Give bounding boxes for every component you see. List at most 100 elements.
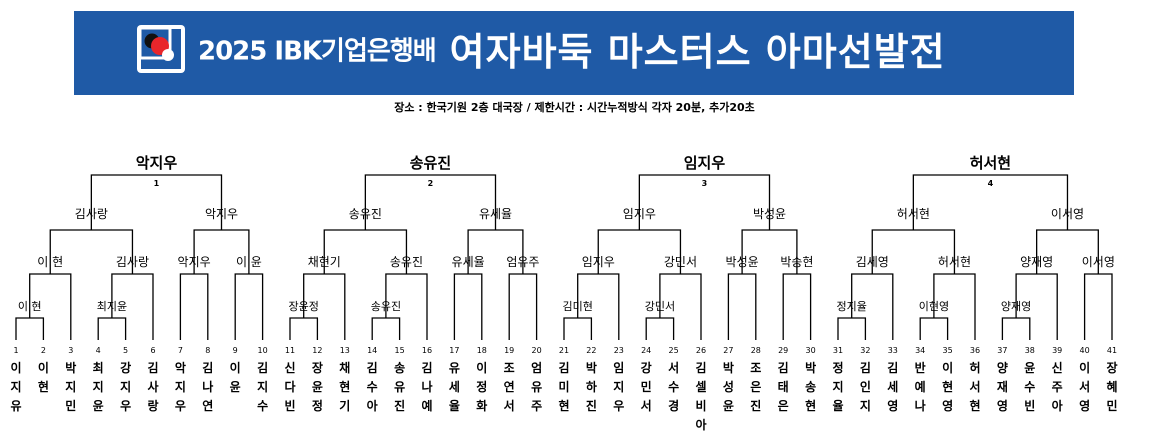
player-name-char: 정: [832, 360, 843, 375]
player-name-char: 영: [942, 398, 953, 413]
player-name-char: 박: [65, 360, 76, 375]
player-name-char: 성: [723, 380, 734, 394]
round2-bracket: [508, 273, 538, 340]
round1-bracket: [919, 317, 949, 340]
round2-bracket: [727, 273, 757, 340]
player-name-char: 현: [339, 379, 350, 394]
player-name-char: 진: [586, 398, 597, 413]
round1-bracket: [645, 317, 675, 340]
player-name-char: 민: [641, 379, 652, 394]
player-name-char: 아: [367, 398, 378, 413]
player-name-char: 아: [1052, 398, 1063, 413]
player-name-char: 지: [93, 379, 104, 394]
player-name-char: 나: [421, 379, 432, 394]
player-name-char: 지: [10, 379, 21, 394]
player-name-char: 빈: [1024, 398, 1035, 413]
player-name-char: 주: [531, 399, 542, 413]
player-name-char: 수: [1024, 380, 1035, 394]
player-name-char: 셀: [695, 379, 706, 394]
player-name-char: 기: [339, 398, 350, 413]
seed-number: 2: [41, 346, 46, 355]
seed-number: 11: [285, 346, 295, 355]
player-name-char: 김: [778, 360, 789, 375]
banner-main-title: 여자바둑 마스터스 아마선발전: [449, 29, 946, 74]
player-name-char: 윤: [312, 379, 323, 394]
player-name-char: 하: [586, 379, 597, 394]
player-name-char: 조: [750, 361, 761, 375]
player-name-char: 영: [887, 398, 898, 413]
player-name-char: 영: [1079, 398, 1090, 413]
group-final-bracket: [364, 174, 497, 230]
seed-number: 3: [68, 346, 73, 355]
seed-number: 13: [340, 346, 350, 355]
event-info: 장소 : 한국기원 2층 대국장 / 제한시간 : 시간누적방식 각자 20분,…: [394, 101, 755, 114]
player-name-char: 김: [860, 360, 871, 375]
player-name-char: 유: [449, 361, 460, 375]
player-name-char: 허: [969, 360, 980, 375]
player-name-char: 주: [1052, 380, 1063, 394]
player-name-char: 서: [1079, 379, 1090, 394]
player-name-char: 서: [969, 379, 980, 394]
player-name-char: 현: [38, 379, 49, 394]
round2-bracket: [1083, 273, 1113, 340]
player-name-char: 세: [887, 379, 898, 394]
player-name-char: 악: [175, 361, 186, 375]
player-name-char: 지: [175, 379, 186, 394]
seed-number: 21: [559, 346, 569, 355]
seed-number: 27: [723, 346, 733, 355]
player-name-char: 민: [65, 398, 76, 413]
round1-bracket: [97, 317, 127, 340]
group-qualifier: 허서현: [970, 154, 1011, 172]
player-name-char: 현: [558, 398, 569, 413]
ibk-logo-icon: [137, 25, 185, 73]
player-name-char: 정: [312, 398, 323, 413]
banner-sponsor: 2025 IBK기업은행배: [198, 36, 437, 67]
player-name-char: 연: [202, 398, 213, 413]
player-name-char: 은: [778, 399, 789, 413]
seed-number: 34: [915, 346, 925, 355]
player-name-char: 혜: [1106, 379, 1117, 394]
seed-number: 4: [96, 346, 101, 355]
player-name-char: 서: [641, 398, 652, 413]
round2-bracket: [782, 273, 812, 340]
player-name-char: 강: [120, 361, 131, 375]
player-name-char: 김: [558, 360, 569, 375]
player-name-char: 사: [147, 379, 158, 394]
player-name-char: 우: [120, 399, 131, 413]
seed-number: 28: [751, 346, 761, 355]
round1-bracket: [837, 317, 867, 340]
player-name-char: 최: [93, 360, 104, 375]
player-name-char: 이: [230, 360, 241, 375]
seed-number: 36: [970, 346, 980, 355]
player-name-char: 조: [504, 361, 515, 375]
player-name-char: 유: [531, 380, 542, 394]
seed-number: 7: [178, 346, 183, 355]
round2-bracket: [179, 273, 209, 340]
player-name-char: 김: [367, 360, 378, 375]
seed-number: 33: [888, 346, 898, 355]
player-name-char: 영: [997, 398, 1008, 413]
seed-number: 18: [477, 346, 487, 355]
player-name-char: 수: [257, 399, 268, 413]
round2-bracket: [234, 273, 264, 340]
player-name-char: 현: [805, 398, 816, 413]
seed-number: 8: [205, 346, 210, 355]
seed-number: 38: [1025, 346, 1035, 355]
player-name-char: 임: [613, 361, 624, 375]
player-name-char: 장: [312, 361, 323, 375]
player-name-char: 지: [120, 379, 131, 394]
group-final-bracket: [638, 174, 771, 230]
player-name-char: 유: [394, 380, 405, 394]
player-name-char: 김: [257, 360, 268, 375]
player-name-char: 이: [10, 360, 21, 375]
player-name-char: 김: [147, 360, 158, 375]
player-name-char: 윤: [230, 379, 241, 394]
player-name-char: 우: [175, 399, 186, 413]
group-qualifier: 악지우: [136, 154, 178, 172]
group-qualifier: 송유진: [410, 154, 451, 172]
seed-number: 16: [422, 346, 432, 355]
player-name-char: 김: [421, 360, 432, 375]
player-name-char: 민: [1106, 398, 1117, 413]
player-name-char: 신: [284, 360, 295, 375]
